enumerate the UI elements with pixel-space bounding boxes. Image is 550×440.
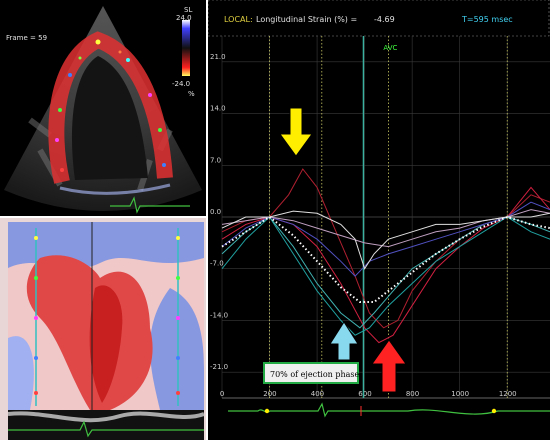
- strain-chart: LOCAL: Longitudinal Strain (%) = -4.69 T…: [208, 0, 550, 440]
- x-tick-label: 0: [220, 390, 224, 398]
- lv-cavity: [71, 56, 148, 180]
- strain-curves: [221, 168, 550, 344]
- strain-color-scale: [182, 20, 190, 76]
- x-tick-label: 600: [358, 390, 371, 398]
- y-tick-label: 0.0: [210, 208, 221, 216]
- avc-label: AVC: [383, 44, 397, 52]
- x-tick-label: 800: [406, 390, 419, 398]
- mitral-annulus-highlight: [59, 183, 171, 195]
- mmode-blue-region-right: [150, 288, 204, 410]
- mmode-segment-markers: [34, 236, 180, 395]
- frame-label: Frame = 59: [6, 34, 47, 42]
- mmode-image: [7, 222, 205, 440]
- red-arrow: [371, 339, 407, 393]
- strain-curve-7: [221, 210, 550, 270]
- scale-title: SL: [184, 6, 192, 14]
- x-tick-label: 1000: [451, 390, 469, 398]
- scale-unit-label: %: [188, 90, 195, 98]
- tracking-points: [55, 39, 166, 172]
- x-tick-labels: 0 200 400 600 800 1000 1200: [220, 390, 517, 398]
- mmode-ecg-speckle: [7, 411, 205, 423]
- annotation-text: 70% of ejection phase: [270, 370, 360, 379]
- strain-curve-5: [221, 201, 550, 277]
- mmode-red-region-core: [89, 285, 123, 403]
- strain-curve-3: [221, 216, 550, 336]
- chart-markers: [269, 36, 508, 398]
- measure-label: Longitudinal Strain (%) =: [256, 15, 357, 24]
- mmode-blue-region-left: [8, 336, 34, 410]
- y-tick-label: -21.0: [210, 363, 228, 371]
- y-tick-label: -7.0: [210, 260, 224, 268]
- ecg-trace: [110, 196, 190, 214]
- x-tick-label: 200: [263, 390, 276, 398]
- x-tick-label: 1200: [499, 390, 517, 398]
- y-tick-label: 14.0: [210, 105, 226, 113]
- time-label: T=595 msec: [461, 15, 513, 24]
- yellow-arrow: [279, 107, 313, 157]
- echo-image: Frame = 59 SL 24.0 -24.0 %: [4, 6, 202, 214]
- scale-max-label: 24.0: [176, 14, 192, 22]
- ecg-marker-start: [264, 408, 270, 414]
- local-label: LOCAL:: [224, 15, 253, 24]
- annotation-box: [263, 362, 359, 384]
- y-tick-labels: 21.0 14.0 7.0 0.0 -7.0 -14.0 -21.0: [210, 53, 228, 371]
- y-tick-label: -14.0: [210, 311, 228, 319]
- strain-graph-panel: LOCAL: Longitudinal Strain (%) = -4.69 T…: [208, 0, 550, 440]
- echo-image-panel: Frame = 59 SL 24.0 -24.0 %: [0, 0, 206, 216]
- mmode-strain-panel: [0, 218, 206, 440]
- x-tick-label: 400: [311, 390, 324, 398]
- cyan-arrow: [329, 321, 359, 361]
- y-tick-label: 21.0: [210, 53, 226, 61]
- measure-value: -4.69: [374, 15, 395, 24]
- mean-strain-curve: [221, 215, 550, 303]
- mmode-ecg-trace: [8, 420, 204, 438]
- y-tick-label: 7.0: [210, 156, 221, 164]
- scale-min-label: -24.0: [172, 80, 190, 88]
- ecg-marker-end: [491, 408, 497, 414]
- mmode-red-region-main: [26, 255, 153, 410]
- graph-ecg-trace: [228, 402, 550, 418]
